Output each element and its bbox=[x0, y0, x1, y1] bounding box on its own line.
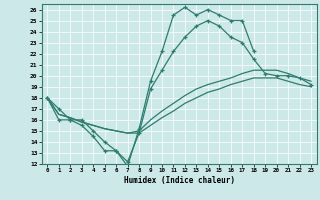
X-axis label: Humidex (Indice chaleur): Humidex (Indice chaleur) bbox=[124, 176, 235, 185]
